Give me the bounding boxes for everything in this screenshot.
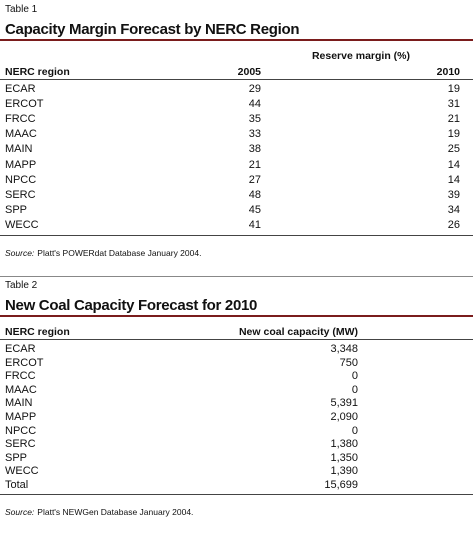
rule	[0, 79, 473, 80]
cell-region: MAPP	[5, 411, 37, 423]
rule	[0, 339, 473, 340]
rule	[0, 235, 473, 236]
cell-region: ECAR	[5, 343, 36, 355]
rule	[0, 39, 473, 41]
cell-value: 14	[447, 173, 460, 186]
cell-region: MAIN	[5, 143, 33, 156]
cell-value: 21	[447, 113, 460, 126]
table-label: Table 1	[5, 4, 38, 15]
cell-value: 1,390	[330, 465, 358, 478]
cell-value: 19	[447, 128, 460, 141]
cell-value: 0	[351, 383, 358, 396]
cell-region: ERCOT	[5, 98, 44, 111]
rule	[0, 315, 473, 317]
cell-value: 15,699	[324, 479, 358, 491]
cell-value: 19	[447, 83, 460, 95]
cell-value: 14	[447, 158, 460, 171]
source-label: Source:	[5, 248, 35, 258]
cell-value: 33	[248, 128, 261, 141]
cell-value: 21	[248, 158, 261, 171]
table-title: New Coal Capacity Forecast for 2010	[5, 297, 258, 314]
cell-value: 0	[351, 370, 358, 383]
cell-region: FRCC	[5, 370, 36, 383]
source: Source: Platt's POWERdat Database January…	[5, 247, 201, 259]
cell-region: WECC	[5, 465, 39, 478]
source-text: Platt's NEWGen Database January 2004.	[37, 506, 194, 517]
source-label: Source:	[5, 506, 35, 517]
source: Source: Platt's NEWGen Database January 2…	[5, 506, 193, 518]
column-header: 2005	[237, 66, 261, 78]
cell-value: 38	[248, 143, 261, 156]
cell-value: 31	[447, 98, 460, 111]
cell-region: NPCC	[5, 173, 37, 186]
cell-value: 45	[248, 203, 261, 216]
table-label: Table 2	[5, 280, 38, 291]
column-header: 2010	[436, 66, 460, 78]
cell-region: SPP	[5, 451, 28, 464]
rule	[0, 276, 473, 277]
column-header: NERC region	[5, 66, 70, 78]
group-header: Reserve margin (%)	[311, 50, 410, 62]
cell-value: 2,090	[330, 411, 358, 423]
cell-region: FRCC	[5, 113, 36, 126]
cell-value: 25	[447, 143, 460, 156]
cell-region: NPCC	[5, 424, 37, 437]
cell-value: 5,391	[330, 397, 358, 410]
cell-value: 29	[248, 83, 261, 95]
cell-value: 48	[248, 188, 261, 201]
column-header: NERC region	[5, 326, 70, 338]
cell-region: MAAC	[5, 128, 37, 141]
table-title: Capacity Margin Forecast by NERC Region	[5, 21, 300, 38]
column-header: New coal capacity (MW)	[238, 326, 358, 338]
cell-value: 1,380	[330, 438, 358, 451]
cell-value: 34	[447, 203, 460, 216]
cell-region: ERCOT	[5, 356, 44, 369]
cell-region: Total	[5, 479, 29, 491]
cell-value: 39	[447, 188, 460, 201]
cell-value: 0	[351, 424, 358, 437]
cell-region: ECAR	[5, 83, 36, 95]
source-text: Platt's POWERdat Database January 2004.	[37, 248, 202, 258]
cell-value: 41	[248, 218, 261, 231]
cell-region: SERC	[5, 188, 36, 201]
cell-region: MAIN	[5, 397, 33, 410]
cell-value: 1,350	[330, 451, 358, 464]
cell-region: WECC	[5, 218, 39, 231]
cell-value: 27	[248, 173, 261, 186]
cell-value: 750	[339, 356, 358, 369]
cell-value: 44	[248, 98, 261, 111]
cell-region: MAPP	[5, 158, 37, 171]
rule	[0, 493, 473, 495]
cell-value: 35	[248, 113, 261, 126]
cell-region: SERC	[5, 438, 36, 451]
cell-value: 3,348	[330, 343, 358, 355]
cell-value: 26	[447, 218, 460, 231]
cell-region: MAAC	[5, 383, 37, 396]
cell-region: SPP	[5, 203, 28, 216]
